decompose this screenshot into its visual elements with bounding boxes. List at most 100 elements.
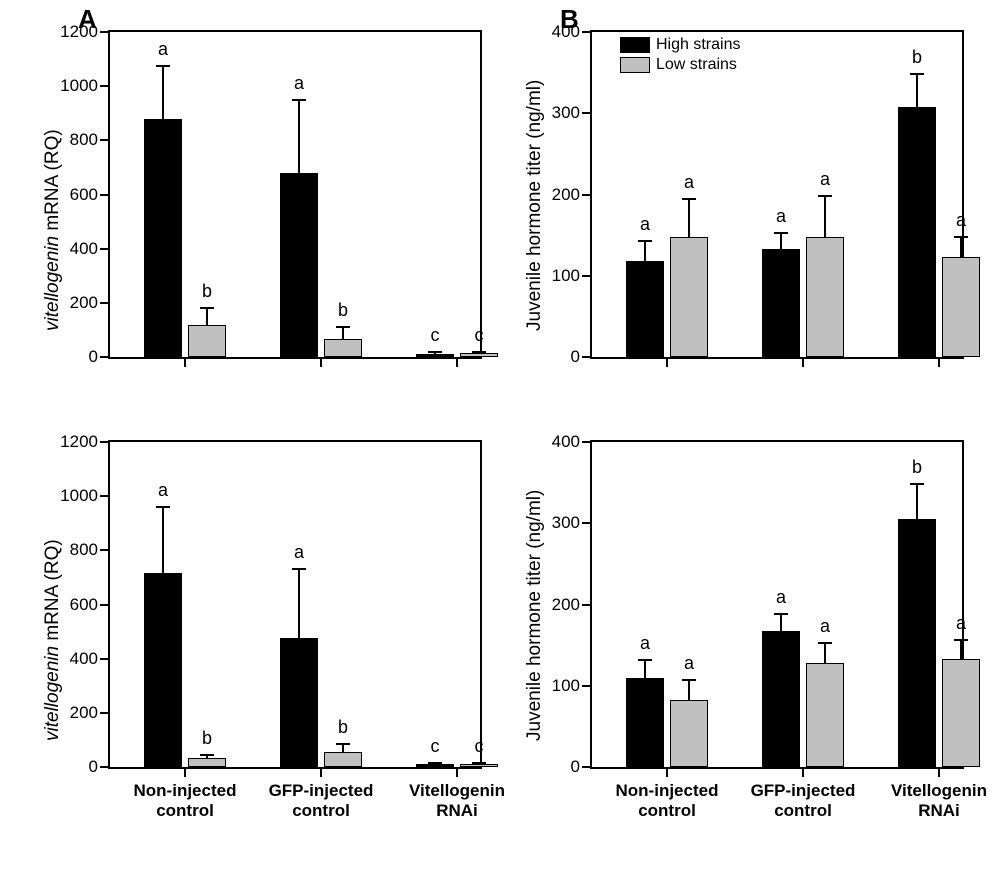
- ytick: [582, 194, 590, 196]
- error-cap: [638, 659, 652, 661]
- ytick-label: 400: [552, 22, 580, 42]
- xtick: [320, 769, 322, 777]
- ytick-label: 100: [552, 676, 580, 696]
- ytick-label: 400: [552, 432, 580, 452]
- bar-high: [762, 249, 800, 357]
- xtick: [184, 769, 186, 777]
- significance-label: c: [431, 736, 440, 757]
- ytick-label: 400: [70, 649, 98, 669]
- error-cap: [818, 195, 832, 197]
- ytick-label: 200: [70, 293, 98, 313]
- bar-high: [898, 107, 936, 357]
- ylabel: Juvenile hormone titer (ng/ml): [524, 490, 546, 741]
- significance-label: c: [475, 736, 484, 757]
- ytick-label: 200: [70, 703, 98, 723]
- ytick: [100, 302, 108, 304]
- bar-low: [324, 339, 362, 357]
- error-bar: [824, 196, 826, 237]
- bar-high: [762, 631, 800, 768]
- significance-label: a: [684, 653, 694, 674]
- significance-label: a: [158, 480, 168, 501]
- ytick: [100, 194, 108, 196]
- xlabel: GFP-injectedcontrol: [738, 781, 868, 820]
- ytick: [582, 685, 590, 687]
- ytick: [100, 712, 108, 714]
- significance-label: a: [820, 616, 830, 637]
- error-cap: [638, 240, 652, 242]
- ytick: [100, 31, 108, 33]
- ytick: [100, 766, 108, 768]
- bar-high: [626, 261, 664, 357]
- ytick: [582, 522, 590, 524]
- error-cap: [774, 232, 788, 234]
- ylabel: Juvenile hormone titer (ng/ml): [524, 80, 546, 331]
- significance-label: a: [956, 613, 966, 634]
- xtick: [938, 359, 940, 367]
- error-cap: [910, 73, 924, 75]
- bar-high: [626, 678, 664, 767]
- xtick: [456, 769, 458, 777]
- ytick-label: 1000: [60, 76, 98, 96]
- ytick-label: 300: [552, 513, 580, 533]
- significance-label: b: [202, 281, 212, 302]
- significance-label: a: [776, 206, 786, 227]
- bar-low: [188, 325, 226, 358]
- bar-high: [898, 519, 936, 767]
- error-bar: [644, 660, 646, 678]
- xlabel: Non-injectedcontrol: [120, 781, 250, 820]
- bar-low: [188, 758, 226, 767]
- error-bar: [780, 614, 782, 630]
- significance-label: b: [912, 47, 922, 68]
- ytick-label: 0: [89, 757, 98, 777]
- ytick: [100, 248, 108, 250]
- ytick-label: 600: [70, 185, 98, 205]
- error-cap: [472, 351, 486, 353]
- ytick: [100, 495, 108, 497]
- significance-label: a: [294, 73, 304, 94]
- error-cap: [292, 99, 306, 101]
- bar-low: [324, 752, 362, 767]
- ytick: [100, 549, 108, 551]
- ytick-label: 600: [70, 595, 98, 615]
- ytick-label: 200: [552, 185, 580, 205]
- error-bar: [960, 640, 962, 659]
- xtick: [802, 359, 804, 367]
- error-bar: [688, 199, 690, 236]
- error-bar: [206, 308, 208, 324]
- error-cap: [954, 639, 968, 641]
- bar-high: [280, 638, 318, 767]
- bar-low: [670, 237, 708, 357]
- significance-label: c: [475, 325, 484, 346]
- ytick-label: 100: [552, 266, 580, 286]
- ytick-label: 0: [89, 347, 98, 367]
- xlabel: GFP-injectedcontrol: [256, 781, 386, 820]
- ytick: [582, 112, 590, 114]
- error-bar: [162, 507, 164, 573]
- xtick: [666, 769, 668, 777]
- ytick: [582, 441, 590, 443]
- significance-label: a: [294, 542, 304, 563]
- ytick-label: 0: [571, 757, 580, 777]
- xtick: [456, 359, 458, 367]
- error-bar: [298, 100, 300, 173]
- xtick: [802, 769, 804, 777]
- ytick-label: 1200: [60, 432, 98, 452]
- error-cap: [910, 483, 924, 485]
- error-cap: [428, 762, 442, 764]
- bar-high: [416, 354, 454, 357]
- error-cap: [428, 351, 442, 353]
- significance-label: b: [338, 300, 348, 321]
- error-cap: [954, 236, 968, 238]
- error-bar: [162, 66, 164, 119]
- error-cap: [774, 613, 788, 615]
- ytick-label: 800: [70, 540, 98, 560]
- error-bar: [644, 241, 646, 261]
- error-cap: [818, 642, 832, 644]
- significance-label: a: [158, 39, 168, 60]
- bar-low: [460, 353, 498, 357]
- bar-low: [460, 764, 498, 767]
- bar-low: [670, 700, 708, 767]
- ylabel: vitellogenin mRNA (RQ): [42, 539, 64, 741]
- ytick-label: 1200: [60, 22, 98, 42]
- xlabel: Non-injectedcontrol: [602, 781, 732, 820]
